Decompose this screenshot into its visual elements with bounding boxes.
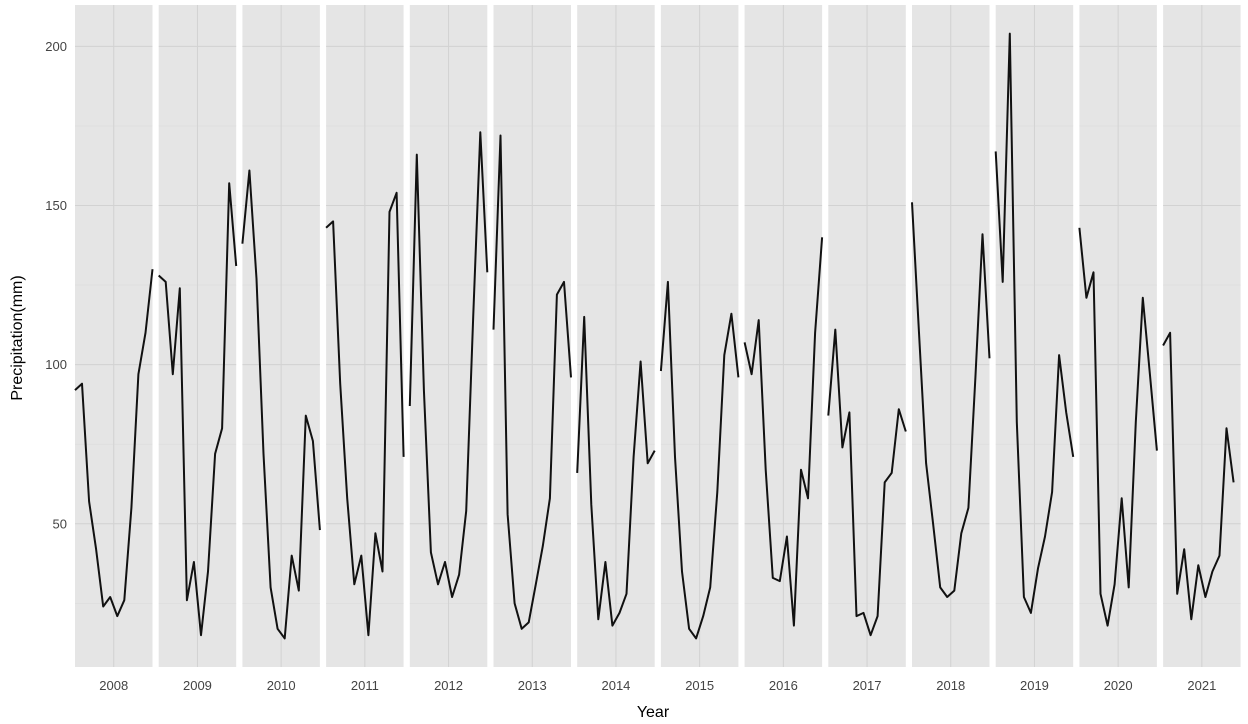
series-line-2017 — [827, 328, 907, 637]
series-line-2008 — [74, 269, 154, 618]
series-line-2010 — [241, 169, 321, 640]
x-tick-label: 2015 — [685, 678, 714, 693]
y-tick-label: 150 — [45, 198, 67, 213]
x-axis-title: Year — [637, 704, 670, 721]
series-line-2009 — [158, 182, 238, 637]
series-line-2016 — [743, 237, 824, 627]
x-tick-label: 2012 — [434, 678, 463, 693]
series-line-2018 — [911, 202, 991, 598]
y-tick-label: 100 — [45, 357, 67, 372]
series-line-2011 — [325, 191, 405, 637]
series-line-2015 — [659, 280, 740, 640]
y-axis-title: Precipitation(mm) — [9, 275, 26, 400]
x-tick-label: 2014 — [601, 678, 630, 693]
x-axis-tick-labels: 2008 2009 2010 2011 2012 2013 2014 2015 2016 2017… — [99, 678, 1216, 693]
x-tick-label: 2020 — [1104, 678, 1133, 693]
series-line-2014 — [576, 315, 656, 627]
x-tick-label: 2016 — [769, 678, 798, 693]
x-tick-label: 2019 — [1020, 678, 1049, 693]
x-tick-label: 2013 — [518, 678, 547, 693]
series-line-2019 — [994, 32, 1075, 614]
y-tick-label: 200 — [45, 39, 67, 54]
x-tick-label: 2008 — [99, 678, 128, 693]
x-tick-label: 2018 — [936, 678, 965, 693]
x-tick-label: 2021 — [1187, 678, 1216, 693]
series-line-2012 — [408, 131, 489, 598]
panel-backgrounds — [75, 5, 1241, 667]
x-tick-label: 2010 — [267, 678, 296, 693]
x-tick-label: 2009 — [183, 678, 212, 693]
y-tick-label: 50 — [53, 516, 67, 531]
series-line-2021 — [1162, 331, 1235, 621]
series-line-2020 — [1078, 227, 1158, 627]
y-axis-tick-labels: 50 100 150 200 — [45, 39, 67, 531]
x-tick-label: 2011 — [351, 678, 379, 693]
series-line-2013 — [492, 134, 572, 630]
series-lines — [74, 32, 1235, 640]
x-tick-label: 2017 — [853, 678, 882, 693]
